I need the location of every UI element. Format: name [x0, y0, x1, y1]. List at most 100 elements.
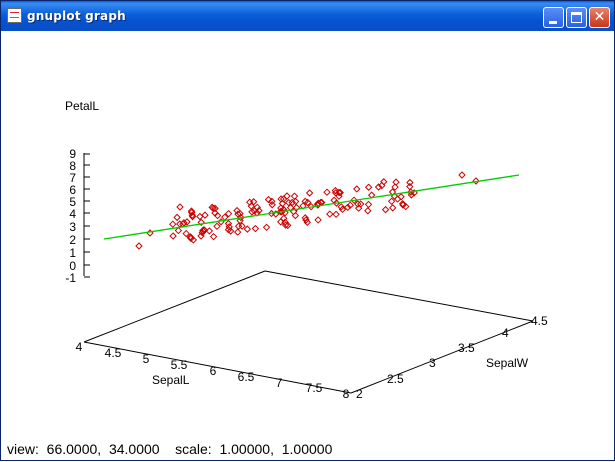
- data-point: [326, 210, 334, 218]
- z-tick-label: 5: [69, 195, 76, 209]
- data-point: [236, 209, 244, 218]
- data-point: [182, 229, 190, 238]
- data-point: [211, 209, 219, 217]
- data-point: [332, 210, 340, 219]
- data-point: [176, 203, 184, 211]
- data-point: [234, 210, 242, 218]
- y-axis-label: SepalW: [486, 356, 529, 370]
- y-tick-labels: 2 2.5 3 3.5 4 4.5: [356, 314, 548, 401]
- data-point: [301, 197, 309, 206]
- data-point: [314, 216, 322, 224]
- data-point: [196, 212, 204, 221]
- data-point: [364, 207, 372, 215]
- data-point: [200, 226, 208, 234]
- data-point: [262, 223, 271, 232]
- z-tick-marks: [84, 153, 90, 278]
- window-title: gnuplot graph: [27, 9, 126, 23]
- data-point: [387, 197, 396, 206]
- y-tick-label: 3.5: [458, 341, 475, 355]
- data-point: [249, 198, 258, 206]
- maximize-button[interactable]: [566, 7, 587, 28]
- data-point: [277, 204, 285, 212]
- data-point: [303, 218, 311, 227]
- data-point: [354, 204, 363, 212]
- data-point: [332, 199, 341, 207]
- data-point: [406, 178, 414, 187]
- data-point: [188, 212, 197, 221]
- axis-sepalw: [350, 320, 534, 394]
- z-tick-label: 9: [69, 147, 76, 161]
- axis-back-left: [83, 270, 266, 343]
- data-point: [391, 183, 399, 191]
- data-point: [268, 201, 276, 209]
- z-tick-labels: 9 8 7 6 5 4 3 2 1 0 -1: [65, 147, 76, 285]
- data-point: [213, 222, 221, 231]
- data-point: [183, 218, 191, 226]
- data-point: [188, 208, 196, 217]
- data-point: [291, 211, 300, 220]
- data-point: [213, 211, 222, 220]
- minimize-button[interactable]: [543, 7, 564, 28]
- x-tick-label: 8: [343, 387, 350, 401]
- y-tick-label: 2: [356, 387, 363, 401]
- data-point: [250, 207, 259, 215]
- data-point: [284, 221, 292, 230]
- y-tick-label: 4.5: [531, 314, 548, 328]
- axis-sepall: [83, 341, 352, 394]
- data-point: [344, 203, 352, 212]
- x-tick-label: 4: [76, 340, 83, 354]
- data-point: [389, 204, 397, 212]
- data-point: [224, 219, 233, 228]
- data-point: [292, 203, 301, 212]
- data-point: [397, 193, 405, 201]
- z-tick-label: 6: [69, 183, 76, 197]
- z-tick-label: 8: [69, 159, 76, 173]
- data-point: [268, 197, 276, 206]
- data-point: [472, 177, 480, 185]
- data-point: [209, 232, 218, 241]
- data-point: [236, 216, 244, 225]
- plot-canvas[interactable]: 9 8 7 6 5 4 3 2 1 0 -1 4 4.5 5 5.5 6 6.5…: [1, 31, 615, 462]
- axes-frame: [83, 153, 534, 394]
- x-tick-label: 7: [276, 376, 283, 390]
- x-tick-label: 6.5: [238, 370, 255, 384]
- data-point: [188, 211, 196, 219]
- data-point: [406, 182, 414, 191]
- data-point: [337, 203, 345, 211]
- z-tick-label: 2: [69, 233, 76, 247]
- data-point: [174, 226, 183, 235]
- close-icon: ✕: [593, 9, 606, 25]
- fit-line: [103, 174, 520, 240]
- x-tick-label: 4.5: [105, 346, 122, 360]
- data-point: [197, 232, 205, 240]
- z-tick-label: 3: [69, 220, 76, 234]
- data-point: [390, 192, 399, 200]
- data-point: [458, 171, 466, 179]
- y-tick-label: 4: [502, 326, 509, 340]
- data-point: [288, 198, 296, 207]
- data-point: [399, 200, 407, 208]
- title-bar[interactable]: gnuplot graph ✕: [1, 1, 614, 31]
- z-axis-label: PetalL: [65, 99, 99, 113]
- data-point: [381, 205, 390, 214]
- data-point: [208, 203, 216, 212]
- z-tick-label: 4: [69, 207, 76, 221]
- close-button[interactable]: ✕: [589, 7, 610, 28]
- data-point: [201, 211, 209, 219]
- z-tick-label: 7: [69, 171, 76, 185]
- data-point: [350, 196, 358, 204]
- data-point: [283, 192, 291, 200]
- x-tick-label: 5.5: [171, 358, 188, 372]
- data-point: [392, 178, 400, 186]
- x-tick-labels: 4 4.5 5 5.5 6 6.5 7 7.5 8: [76, 340, 350, 401]
- data-point: [323, 188, 331, 196]
- data-point: [353, 185, 361, 193]
- z-tick-label: 0: [69, 259, 76, 273]
- data-point: [180, 219, 188, 227]
- y-tick-label: 3: [429, 356, 436, 370]
- data-point: [135, 242, 143, 250]
- gnuplot-app-icon[interactable]: [7, 8, 22, 23]
- data-point: [173, 213, 181, 222]
- data-point: [346, 201, 354, 209]
